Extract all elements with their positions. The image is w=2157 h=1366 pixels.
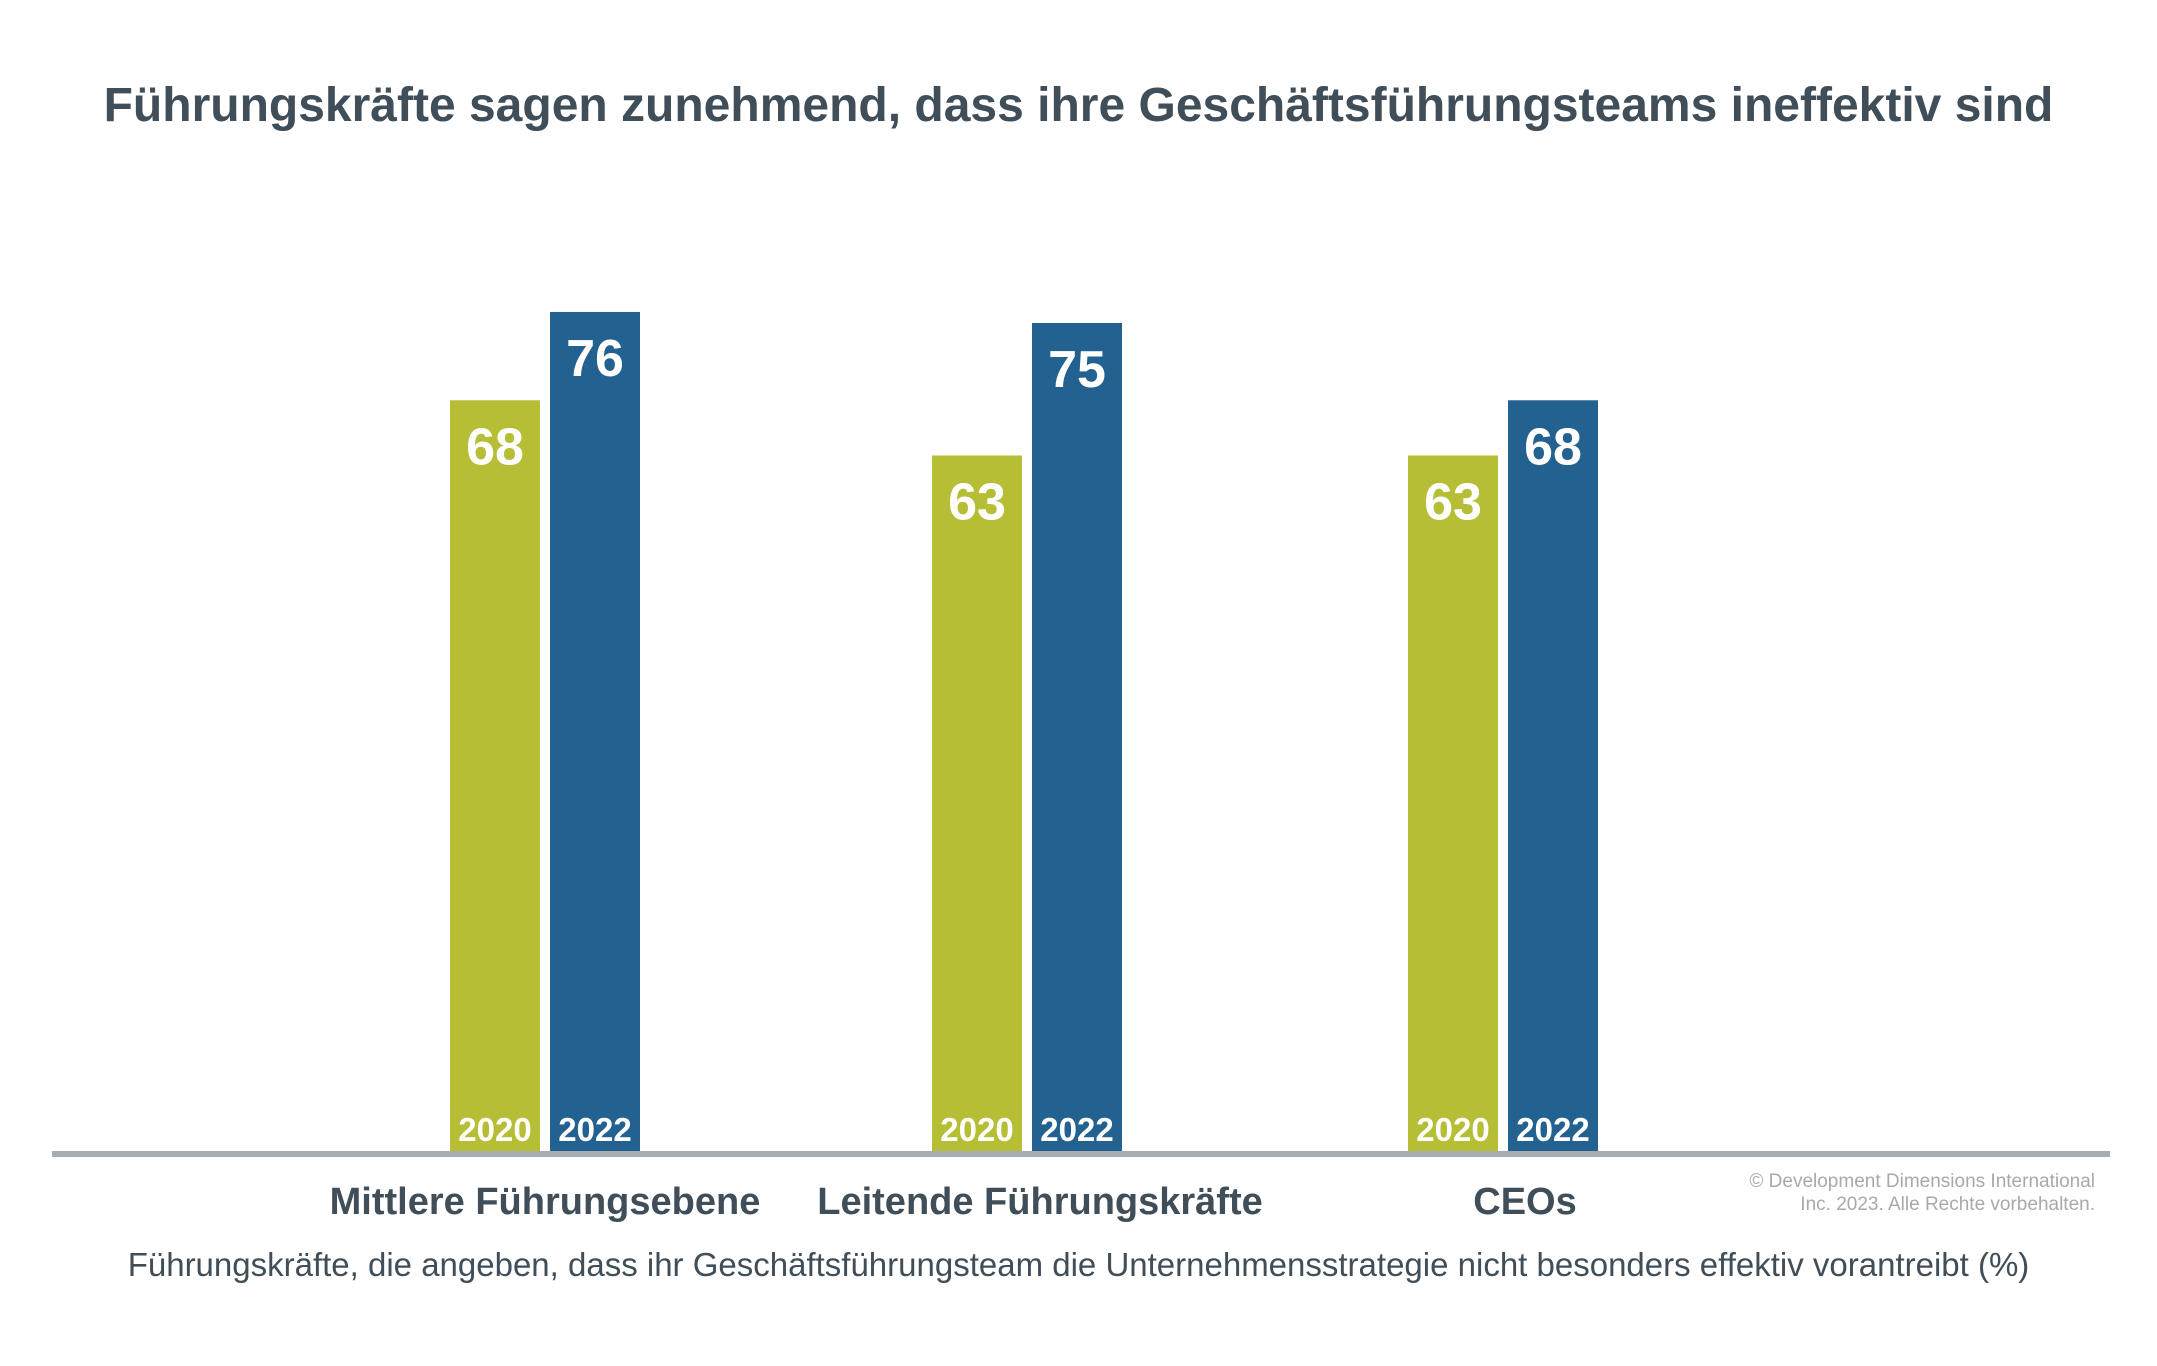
- category-labels-group: Mittlere Führungsebene Leitende Führungsk…: [330, 1181, 1577, 1223]
- copyright-line-2: Inc. 2023. Alle Rechte vorbehalten.: [1800, 1194, 2095, 1215]
- category-label-1: Mittlere Führungsebene: [330, 1181, 761, 1223]
- bar-2020-1: [450, 400, 540, 1151]
- bar-2020-2: [932, 455, 1022, 1152]
- category-label-3: CEOs: [1473, 1181, 1576, 1223]
- data-label-2022-3: 68: [1524, 418, 1582, 476]
- copyright-line-1: © Development Dimensions International: [1749, 1171, 2095, 1192]
- data-label-2020-1: 68: [466, 418, 524, 476]
- bar-2022-3: [1508, 400, 1598, 1151]
- bar-2022-2: [1032, 323, 1122, 1151]
- series-label-2022-3: 2022: [1516, 1111, 1589, 1148]
- chart-title: Führungskräfte sagen zunehmend, dass ihr…: [103, 79, 2054, 132]
- bar-2020-3: [1408, 455, 1498, 1152]
- chart-subtitle: Führungskräfte, die angeben, dass ihr Ge…: [127, 1246, 2030, 1283]
- series-label-2022-1: 2022: [558, 1111, 631, 1148]
- bar-2022-1: [550, 311, 640, 1152]
- bars-group: 68 2020 76 2022 63 2020 75 2022 63 2020 68 2022: [450, 311, 1598, 1152]
- series-label-2020-2: 2020: [940, 1111, 1013, 1148]
- data-label-2020-2: 63: [948, 473, 1006, 531]
- copyright-note: © Development Dimensions International I…: [1749, 1170, 2095, 1216]
- series-label-2020-3: 2020: [1416, 1111, 1489, 1148]
- series-label-2022-2: 2022: [1040, 1111, 1113, 1148]
- data-label-2020-3: 63: [1424, 473, 1482, 531]
- series-label-2020-1: 2020: [458, 1111, 531, 1148]
- data-label-2022-2: 75: [1048, 341, 1106, 399]
- data-label-2022-1: 76: [566, 330, 624, 388]
- category-label-2: Leitende Führungskräfte: [817, 1181, 1263, 1223]
